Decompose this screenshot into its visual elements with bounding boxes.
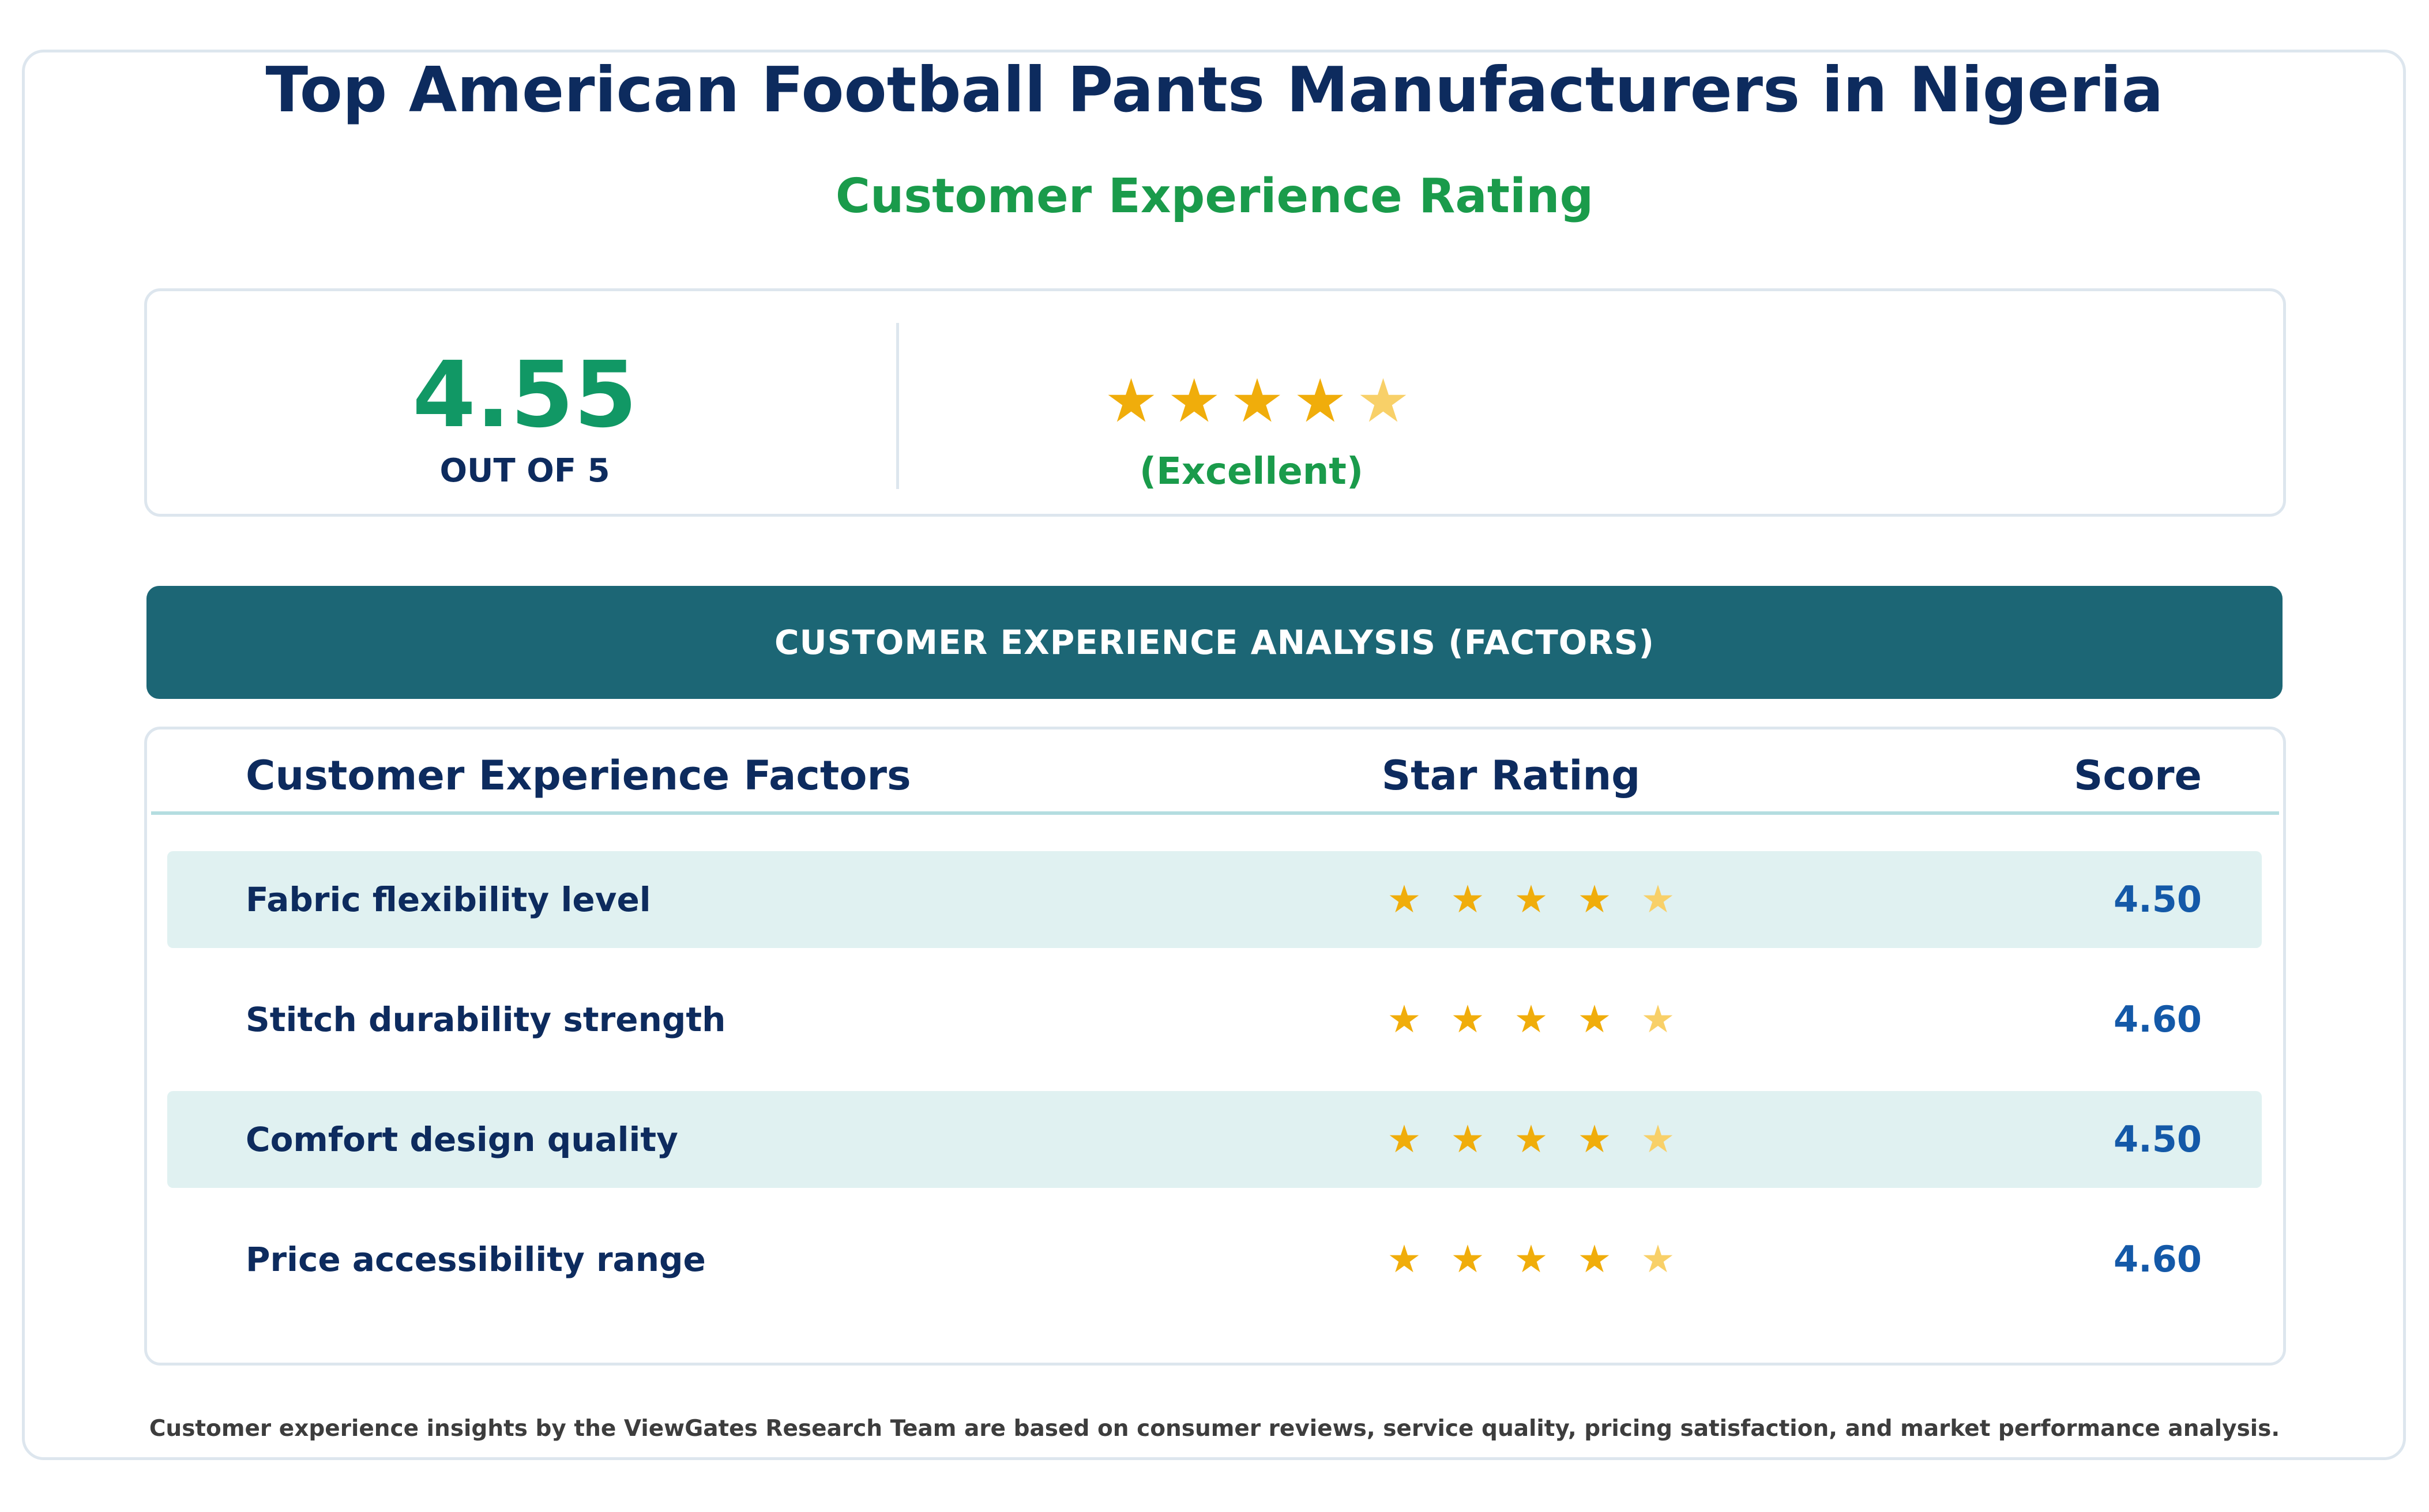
column-header-factors: Customer Experience Factors: [246, 752, 911, 799]
page-title: Top American Football Pants Manufacturer…: [265, 54, 2164, 126]
factor-score: 4.50: [2114, 1118, 2202, 1160]
star-icon: ★: [1167, 366, 1221, 436]
factor-name: Comfort design quality: [246, 1120, 678, 1159]
summary-card: [144, 288, 2286, 517]
star-icon: ★: [1514, 997, 1548, 1041]
table-row: Price accessibility range ★ ★ ★ ★ ★ 4.60: [167, 1211, 2262, 1308]
summary-divider: [896, 323, 899, 489]
row-star-rating: ★ ★ ★ ★ ★: [1373, 1091, 1695, 1188]
header-divider: [151, 811, 2279, 815]
factor-score: 4.60: [2114, 998, 2202, 1040]
card-frame: [22, 50, 2406, 1460]
star-icon: ★: [1641, 877, 1675, 922]
star-icon: ★: [1514, 1237, 1548, 1281]
table-row: Fabric flexibility level ★ ★ ★ ★ ★ 4.50: [167, 851, 2262, 948]
factor-name: Fabric flexibility level: [246, 880, 651, 919]
star-icon: ★: [1514, 1117, 1548, 1161]
rating-label: (Excellent): [1139, 450, 1364, 493]
factor-score: 4.50: [2114, 878, 2202, 920]
star-icon: ★: [1450, 877, 1485, 922]
row-star-rating: ★ ★ ★ ★ ★: [1373, 851, 1695, 948]
star-icon: ★: [1450, 997, 1485, 1041]
footnote: Customer experience insights by the View…: [149, 1416, 2280, 1442]
star-icon: ★: [1450, 1117, 1485, 1161]
table-row: Comfort design quality ★ ★ ★ ★ ★ 4.50: [167, 1091, 2262, 1188]
star-icon: ★: [1387, 997, 1422, 1041]
star-icon: ★: [1387, 877, 1422, 922]
star-icon: ★: [1293, 366, 1347, 436]
factor-name: Stitch durability strength: [246, 1000, 726, 1039]
star-icon: ★: [1230, 366, 1284, 436]
star-icon: ★: [1577, 997, 1612, 1041]
star-icon: ★: [1641, 1237, 1675, 1281]
factor-score: 4.60: [2114, 1238, 2202, 1280]
page-subtitle: Customer Experience Rating: [835, 169, 1594, 224]
row-star-rating: ★ ★ ★ ★ ★: [1373, 971, 1695, 1068]
column-header-star-rating: Star Rating: [1381, 752, 1641, 799]
star-icon: ★: [1387, 1237, 1422, 1281]
star-icon: ★: [1577, 1117, 1612, 1161]
star-icon: ★: [1387, 1117, 1422, 1161]
factors-table: [144, 727, 2286, 1366]
row-star-rating: ★ ★ ★ ★ ★: [1373, 1211, 1695, 1308]
star-icon: ★: [1356, 366, 1411, 436]
out-of-label: OUT OF 5: [439, 452, 610, 490]
column-header-score: Score: [2074, 752, 2202, 799]
star-icon: ★: [1104, 366, 1159, 436]
star-icon: ★: [1577, 877, 1612, 922]
star-icon: ★: [1450, 1237, 1485, 1281]
table-row: Stitch durability strength ★ ★ ★ ★ ★ 4.60: [167, 971, 2262, 1068]
overall-star-rating: ★ ★ ★ ★ ★: [1084, 363, 1430, 438]
overall-score: 4.55: [412, 342, 637, 448]
star-icon: ★: [1641, 1117, 1675, 1161]
analysis-banner-text: CUSTOMER EXPERIENCE ANALYSIS (FACTORS): [774, 623, 1655, 662]
analysis-banner: CUSTOMER EXPERIENCE ANALYSIS (FACTORS): [146, 586, 2283, 699]
star-icon: ★: [1514, 877, 1548, 922]
factor-name: Price accessibility range: [246, 1240, 706, 1279]
star-icon: ★: [1577, 1237, 1612, 1281]
star-icon: ★: [1641, 997, 1675, 1041]
